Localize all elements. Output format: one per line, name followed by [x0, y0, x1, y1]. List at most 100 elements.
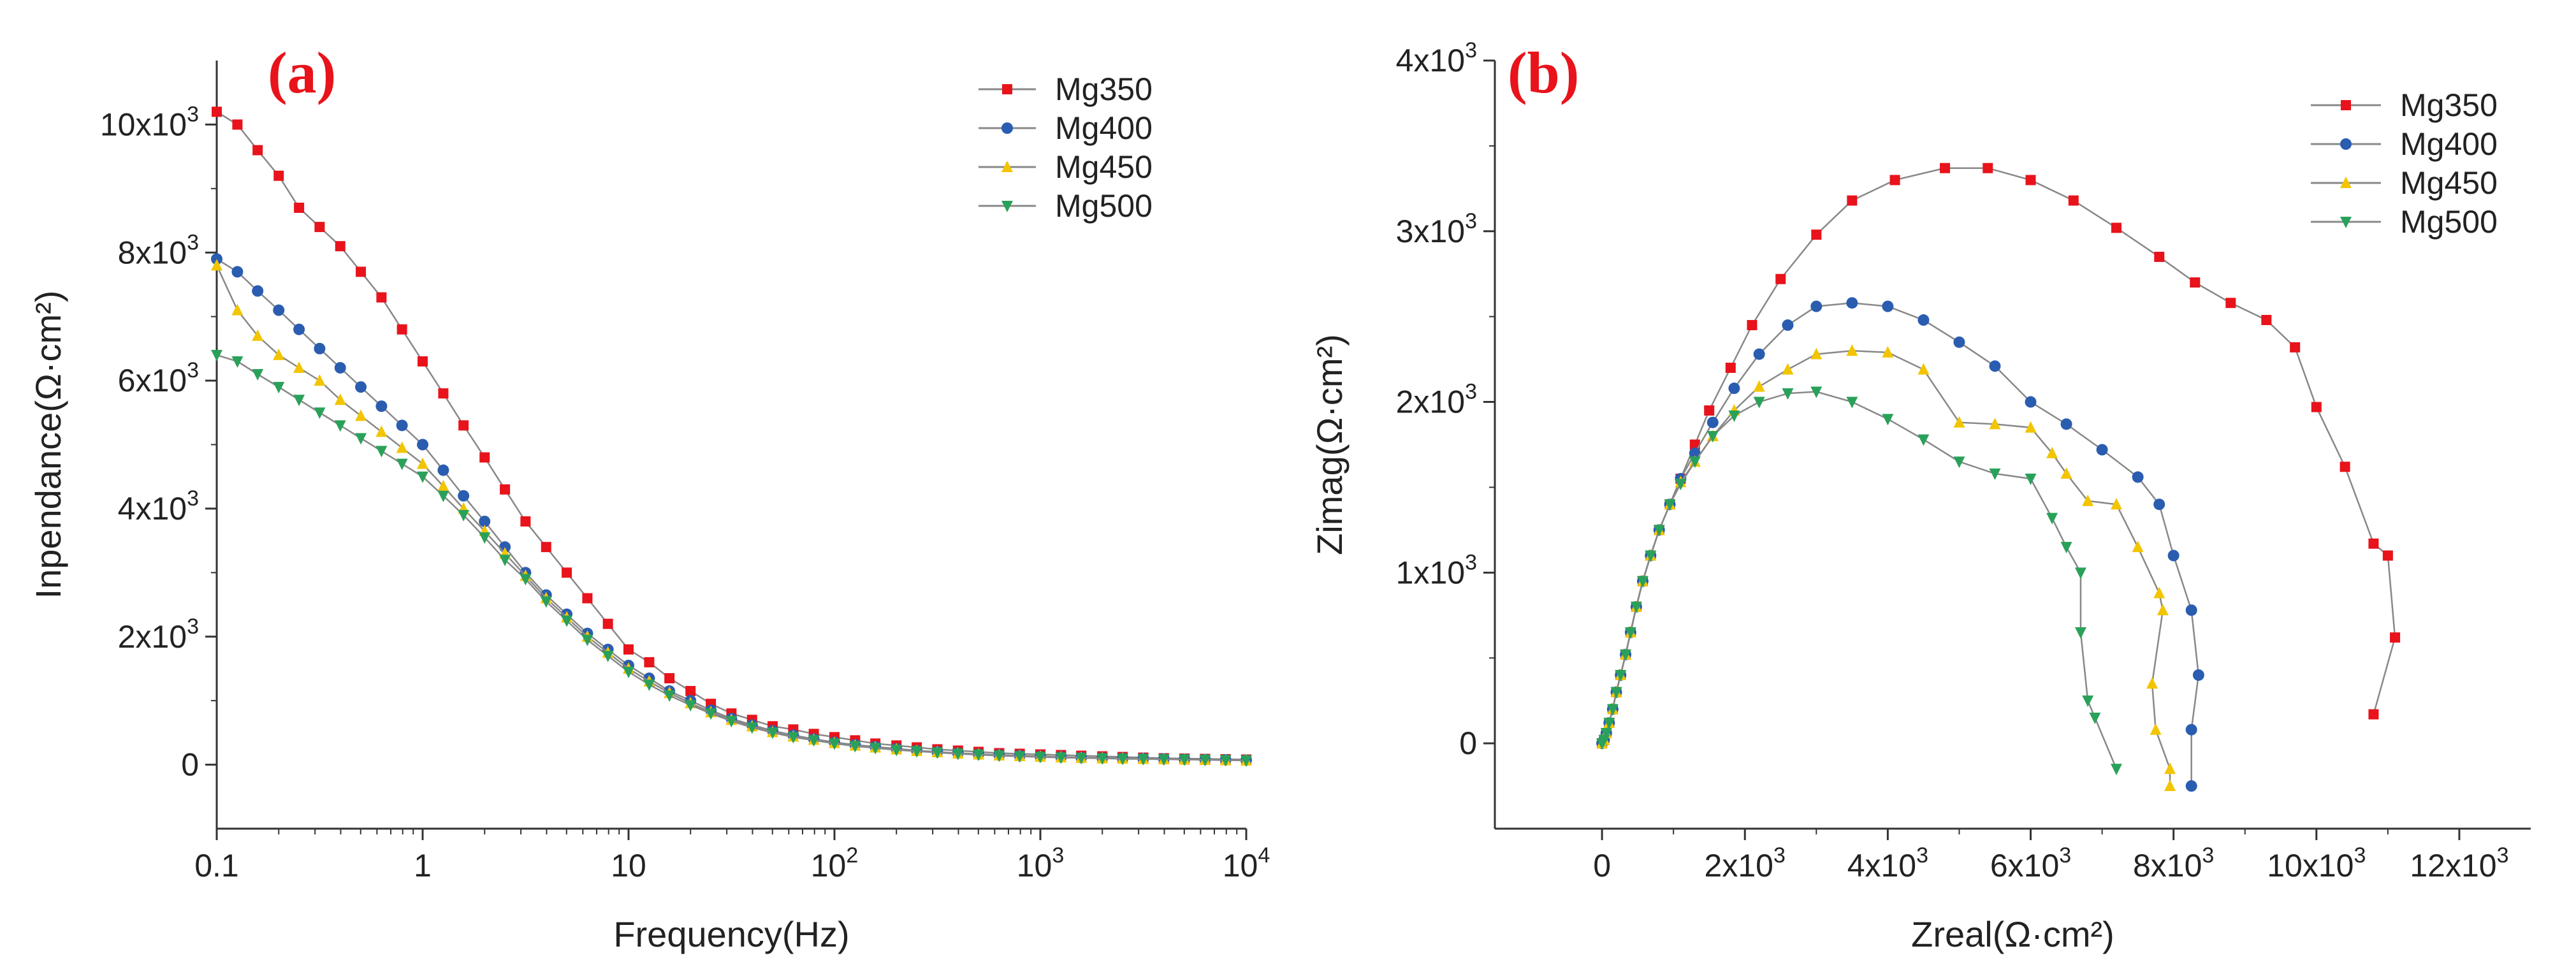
x-tick-label: 8x103: [2133, 843, 2214, 883]
data-point: [561, 615, 573, 627]
y-tick-label-base: 0: [1459, 725, 1477, 761]
series-Mg450: [1596, 344, 2176, 792]
data-point: [1241, 755, 1252, 767]
data-point: [2046, 446, 2058, 458]
legend-label-Mg350: Mg350: [2400, 87, 2498, 123]
data-point: [375, 425, 388, 437]
data-point: [1664, 499, 1676, 511]
data-point: [1706, 416, 1719, 428]
data-point: [562, 567, 572, 578]
x-tick-label-base: 0: [1593, 848, 1611, 883]
data-point: [335, 241, 346, 252]
data-point: [458, 509, 470, 521]
y-tick-label-exp: 3: [187, 486, 199, 511]
data-point: [787, 732, 799, 744]
data-point: [1989, 418, 2001, 430]
data-point: [355, 433, 367, 445]
data-point: [1753, 396, 1765, 409]
data-point: [417, 439, 428, 451]
data-point: [1810, 300, 1823, 312]
data-point: [2111, 222, 2121, 233]
data-point: [314, 342, 326, 354]
data-point: [1940, 163, 1951, 173]
data-point: [1953, 416, 1965, 428]
series-Mg400: [1596, 297, 2204, 792]
data-point: [2167, 549, 2179, 562]
data-point: [273, 348, 285, 360]
data-point: [479, 532, 491, 544]
data-point: [314, 222, 325, 233]
data-point: [2082, 695, 2094, 708]
legend-marker-Mg400: [2340, 138, 2352, 150]
x-tick-label: 0: [1593, 848, 1611, 883]
data-point: [2190, 277, 2201, 288]
y-tick-label: 3x103: [1396, 209, 1477, 249]
x-tick-label-exp: 2: [846, 843, 858, 868]
legend-label-Mg400: Mg400: [1055, 110, 1153, 146]
y-axis-title: Zimag(Ω·cm²): [1309, 334, 1350, 555]
data-point: [334, 393, 346, 405]
x-tick-label-exp: 3: [2202, 843, 2214, 868]
data-point: [2185, 780, 2197, 792]
data-point: [396, 441, 408, 453]
y-tick-label-base: 0: [181, 747, 199, 783]
data-point: [1782, 388, 1794, 400]
data-point: [2311, 402, 2322, 412]
x-tick-label-exp: 3: [1052, 843, 1064, 868]
data-point: [1747, 320, 1757, 331]
x-tick-label-base: 10: [811, 848, 847, 883]
data-point: [397, 324, 407, 335]
data-point: [417, 457, 428, 469]
data-point: [1725, 363, 1736, 373]
data-point: [1989, 360, 2001, 372]
y-tick-label-base: 10x10: [100, 106, 187, 142]
data-point: [2132, 541, 2144, 553]
legend-marker-Mg450: [1001, 161, 1013, 172]
data-point: [1917, 363, 1930, 375]
data-point: [334, 362, 346, 374]
legend-marker-Mg400: [1001, 122, 1013, 134]
x-tick-label-exp: 3: [1916, 843, 1928, 868]
data-point: [396, 419, 408, 432]
x-tick-label: 102: [811, 843, 859, 883]
data-point: [273, 382, 285, 394]
data-point: [211, 253, 222, 265]
data-point: [705, 708, 717, 720]
data-point: [1810, 347, 1823, 360]
data-point: [334, 420, 346, 432]
data-point: [582, 593, 593, 604]
data-point: [1917, 434, 1930, 446]
x-tick-label: 104: [1223, 843, 1270, 883]
data-point: [1645, 550, 1657, 562]
data-point: [2074, 627, 2086, 639]
data-point: [1689, 439, 1700, 450]
data-point: [1620, 649, 1632, 661]
series-Mg400: [211, 253, 1252, 766]
data-point: [1610, 687, 1622, 699]
y-tick-label: 4x103: [1396, 38, 1477, 78]
y-tick-label: 10x103: [100, 102, 199, 142]
y-tick-label-base: 4x10: [118, 491, 187, 527]
data-point: [1199, 755, 1211, 767]
data-point: [499, 555, 511, 567]
series-line-Mg350: [1601, 167, 2396, 744]
legend-label-Mg500: Mg500: [1055, 188, 1153, 224]
data-point: [2060, 467, 2072, 479]
data-point: [2025, 396, 2037, 408]
data-point: [418, 356, 428, 367]
y-tick-label-exp: 3: [187, 230, 199, 254]
data-point: [2340, 462, 2350, 472]
series-line-Mg500: [1601, 391, 2118, 769]
data-point: [1117, 753, 1129, 766]
data-point: [2290, 342, 2301, 353]
data-point: [273, 170, 284, 181]
x-tick-label-base: 10: [1017, 848, 1052, 883]
data-point: [1775, 273, 1786, 284]
data-point: [746, 722, 758, 734]
series-Mg350: [1597, 163, 2401, 749]
data-point: [231, 266, 244, 278]
y-tick-label-base: 2x10: [118, 619, 187, 655]
data-point: [2111, 764, 2122, 776]
y-tick-label-base: 4x10: [1396, 43, 1465, 78]
